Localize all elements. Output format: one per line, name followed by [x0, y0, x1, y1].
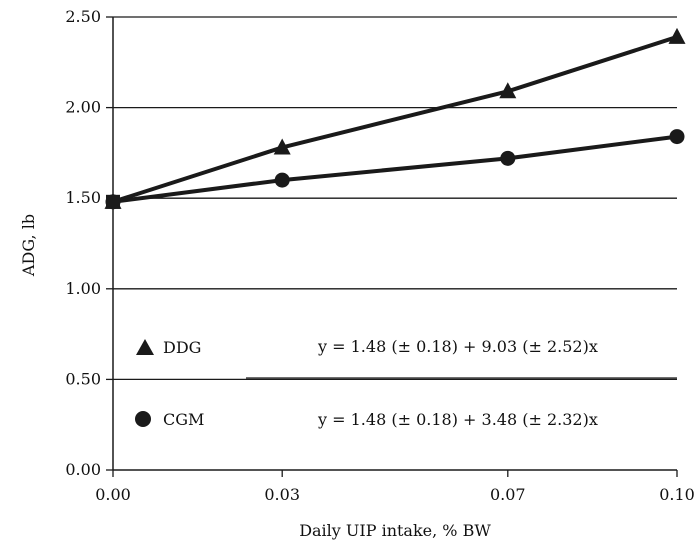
- legend: DDG y = 1.48 (± 0.18) + 9.03 (± 2.52)x C…: [135, 337, 677, 429]
- legend-marker-cgm: [135, 411, 151, 427]
- y-ticks: 0.00 0.50 1.00 1.50 2.00 2.50: [65, 7, 113, 479]
- x-ticks: 0.00 0.03 0.07 0.10: [95, 470, 695, 504]
- point-ddg-2: [499, 82, 517, 99]
- y-tick-label-1: 0.50: [65, 369, 101, 388]
- point-origin-overlap: [106, 194, 120, 209]
- legend-marker-ddg: [136, 339, 154, 355]
- y-tick-label-3: 1.50: [65, 188, 101, 207]
- point-cgm-2: [500, 150, 516, 166]
- y-tick-label-0: 0.00: [65, 460, 101, 479]
- point-ddg-3: [668, 27, 686, 44]
- series-layer: [104, 27, 686, 210]
- equation-cgm: y = 1.48 (± 0.18) + 3.48 (± 2.32)x: [317, 410, 598, 429]
- y-axis-title: ADG, lb: [19, 214, 38, 277]
- y-tick-label-2: 1.00: [65, 279, 101, 298]
- point-ddg-1: [273, 138, 291, 155]
- x-tick-label-2: 0.07: [490, 485, 526, 504]
- point-cgm-1: [274, 172, 290, 188]
- equation-ddg: y = 1.48 (± 0.18) + 9.03 (± 2.52)x: [317, 337, 598, 356]
- legend-label-cgm: CGM: [163, 410, 204, 429]
- x-axis-title: Daily UIP intake, % BW: [299, 521, 491, 540]
- legend-label-ddg: DDG: [163, 338, 201, 357]
- series-line-cgm: [112, 134, 678, 204]
- point-cgm-3: [669, 129, 685, 145]
- y-tick-label-4: 2.00: [65, 98, 101, 117]
- series-line-ddg: [112, 35, 678, 204]
- gridlines: [113, 16, 677, 381]
- x-tick-label-0: 0.00: [95, 485, 131, 504]
- x-tick-label-3: 0.10: [659, 485, 695, 504]
- x-tick-label-1: 0.03: [264, 485, 300, 504]
- axes: [112, 17, 677, 471]
- y-tick-label-5: 2.50: [65, 7, 101, 26]
